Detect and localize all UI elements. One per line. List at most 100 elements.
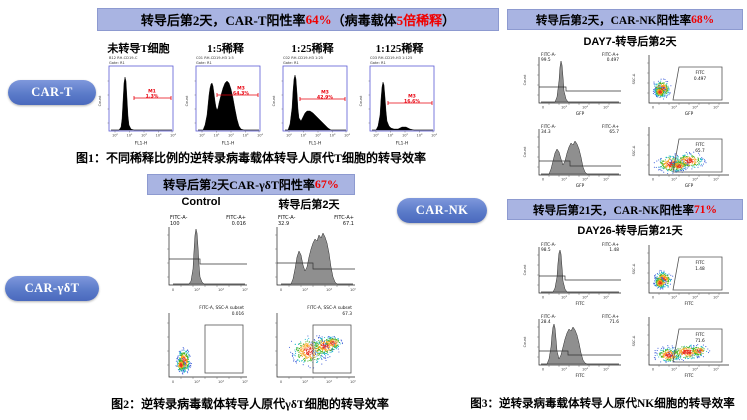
- svg-text:10⁵: 10⁵: [603, 368, 610, 372]
- scatter-gate-value: 0.497: [694, 76, 707, 82]
- gate-marker: [387, 101, 433, 105]
- panel-header: 1:5稀释: [207, 43, 244, 55]
- scatter-gate-label: FITC: [695, 260, 704, 266]
- car-t-badge-label: CAR-T: [31, 85, 73, 99]
- pos-gate-value: 1.48: [609, 247, 619, 253]
- svg-text:10³: 10³: [242, 134, 249, 138]
- x-axis-ticks: 10⁰ 10¹ 10² 10³ 10⁴: [286, 134, 351, 138]
- histogram-curve: [541, 140, 619, 175]
- flow-histogram: B12 RH-CD19-C Gate: R1 Count M1 1.3% 10⁰…: [98, 56, 177, 147]
- svg-text:10⁴: 10⁴: [344, 134, 351, 138]
- fig3-title-bar-day21: 转导后第21天，CAR-NK阳性率 71%: [507, 199, 743, 220]
- svg-text:10⁵: 10⁵: [350, 288, 357, 292]
- marker-value: 42.9%: [317, 94, 333, 100]
- histogram-curve: [111, 76, 172, 131]
- neg-gate-value: 28.4: [541, 319, 551, 325]
- pos-gate-value: 65.7: [609, 129, 619, 135]
- svg-text:10³: 10³: [194, 380, 201, 384]
- neg-gate-label: FITC-A-: [170, 215, 188, 221]
- svg-text:10⁵: 10⁵: [603, 178, 610, 182]
- scatter-gate-label: FITC: [695, 142, 704, 148]
- y-axis-label: Count: [523, 74, 527, 85]
- x-axis-ticks: 0 10³ 10⁴ 10⁵: [652, 368, 720, 372]
- fig1-panel-1-25: 1:25稀释 C02 RH-CD19-H3 1:25 Gate: R1 Coun…: [270, 40, 355, 147]
- fig3-sec2-title-pre: 转导后第21天，CAR-NK阳性率: [533, 204, 694, 217]
- x-axis-label: FL1-H: [309, 141, 321, 147]
- x-axis-ticks: 0 10³ 10⁴ 10⁵: [280, 288, 357, 292]
- gate-region: [672, 256, 723, 291]
- x-axis-label: FL1-H: [135, 141, 147, 147]
- x-axis-label: GFP: [576, 111, 585, 117]
- svg-text:0: 0: [172, 288, 175, 292]
- neg-gate-value: 34.3: [541, 129, 551, 135]
- fig3-sec2-plots: FITC-A- 98.5 FITC-A+ 1.48 Count 0 10³ 10⁴ 1…: [521, 237, 737, 379]
- x-axis-ticks: 0 10³ 10⁴ 10⁵: [172, 288, 249, 292]
- marker-label: M1: [148, 89, 156, 95]
- scatter-points: [653, 344, 711, 363]
- x-axis-label: GFP: [685, 111, 694, 117]
- gate-region: [312, 324, 352, 374]
- histogram-curve: [541, 60, 619, 103]
- plot-frame: [108, 65, 174, 132]
- x-axis-label: FL1-H: [222, 141, 234, 147]
- svg-text:0: 0: [542, 106, 545, 110]
- svg-text:10²: 10²: [228, 134, 235, 138]
- svg-text:10⁴: 10⁴: [257, 134, 264, 138]
- scatter-gate-label: FITC-A, SSC-A subset: [199, 305, 244, 311]
- range-gates: [539, 86, 621, 92]
- fig2-column-control: Control FITC-A- 100 FITC-A+ 0.016 0 10³ 10…: [150, 196, 252, 391]
- svg-text:10³: 10³: [671, 106, 678, 110]
- svg-text:10⁴: 10⁴: [692, 106, 699, 110]
- svg-text:10²: 10²: [402, 134, 409, 138]
- svg-text:0: 0: [652, 368, 655, 372]
- scatter-points: [653, 269, 674, 290]
- fig3-sec1-title-pre: 转导后第2天，CAR-NK阳性率: [535, 14, 692, 27]
- x-axis-ticks: 0 10³ 10⁴ 10⁵: [652, 178, 720, 182]
- x-axis-label: FL1-H: [396, 141, 408, 147]
- neg-gate-label: FITC-A-: [541, 124, 556, 130]
- svg-text:10²: 10²: [141, 134, 148, 138]
- neg-gate-value: 100: [170, 221, 180, 227]
- svg-text:0: 0: [652, 106, 655, 110]
- fig1-panel-1-5: 1:5稀释 C01 RH-CD19-H3 1:5 Gate: R1 Count …: [183, 40, 268, 147]
- fig2-column-day2: 转导后第2天 FITC-A- 32.9 FITC-A+ 67.1 0 10³ 10⁴…: [258, 196, 360, 391]
- panel-header: 1:125稀释: [375, 43, 424, 55]
- pos-gate-label: FITC-A+: [602, 242, 620, 248]
- scatter-gate-value: 65.7: [695, 148, 705, 154]
- fig3-sec1-plots: FITC-A- 99.5 FITC-A+ 0.497 Count 0 10³ 10⁴…: [521, 47, 737, 189]
- y-axis-label: Count: [523, 146, 527, 157]
- panel-header: 未转导T细胞: [107, 43, 170, 55]
- histogram-curve: [173, 228, 245, 285]
- scatter-points: [653, 151, 707, 175]
- flow-histogram: FITC-A- 32.9 FITC-A+ 67.1 0 10³ 10⁴ 10⁵: [275, 215, 357, 292]
- y-axis-label: Count: [359, 95, 363, 106]
- svg-text:0: 0: [280, 380, 283, 384]
- x-axis-label: FITC: [684, 373, 693, 379]
- x-axis-label: GFP: [685, 183, 694, 189]
- range-gates: [169, 258, 247, 265]
- fig1-title-mid: （病毒载体: [331, 13, 397, 28]
- fig1-title-pre: 转导后第2天，CAR-T阳性率: [140, 13, 306, 28]
- svg-text:10⁵: 10⁵: [242, 288, 249, 292]
- svg-text:10³: 10³: [561, 296, 568, 300]
- gate-label: Gate: R1: [283, 61, 299, 65]
- fig3-caption: 图3：逆转录病毒载体转导人原代NK细胞的转导效率: [458, 395, 747, 411]
- marker-value: 16.6%: [404, 98, 420, 104]
- svg-text:10³: 10³: [561, 178, 568, 182]
- gate-label: Gate: R1: [109, 61, 125, 65]
- svg-text:0: 0: [172, 380, 175, 384]
- marker-label: M3: [237, 86, 245, 92]
- x-axis-ticks: 0 10³ 10⁴ 10⁵: [542, 296, 610, 300]
- svg-text:10⁵: 10⁵: [713, 178, 720, 182]
- svg-text:10³: 10³: [155, 134, 162, 138]
- fig2-title-pct: 67%: [314, 177, 339, 191]
- gate-region: [672, 138, 723, 173]
- gate-marker: [133, 96, 172, 100]
- car-t-badge: CAR-T: [8, 80, 96, 105]
- scatter-gate-value: 71.6: [695, 338, 705, 344]
- fig1-title-post: ）: [442, 13, 456, 28]
- x-axis-label: FITC: [575, 373, 584, 379]
- neg-gate-label: FITC-A-: [541, 314, 556, 320]
- svg-text:10⁴: 10⁴: [692, 178, 699, 182]
- y-axis-label: Count: [185, 95, 189, 106]
